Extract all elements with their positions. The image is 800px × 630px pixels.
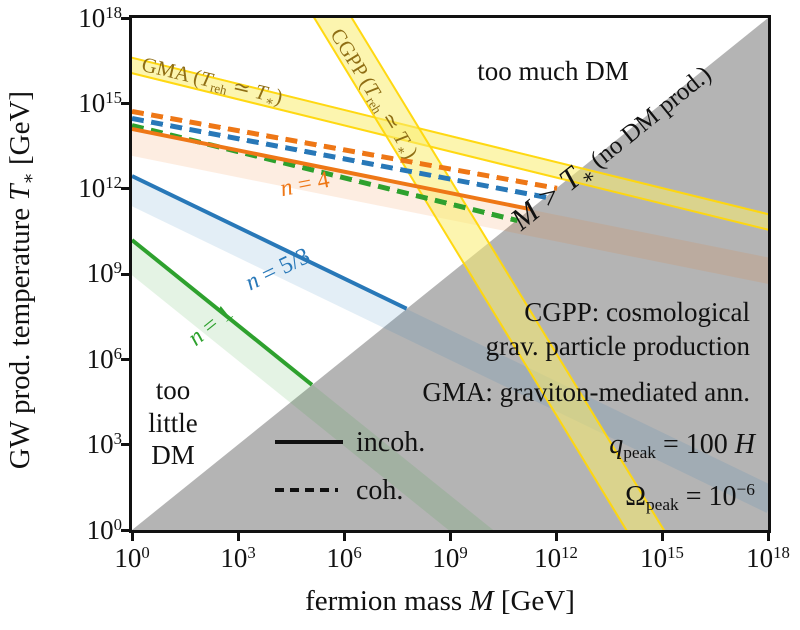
y-tick-label: 1018 xyxy=(78,2,122,33)
x-tick-label: 103 xyxy=(220,542,256,573)
plot-area: too much DM M > T∗ (no DM prod.) GMA (Tr… xyxy=(129,15,771,533)
qpeak-label: qpeak = 100 H xyxy=(609,429,755,462)
x-tick-mark xyxy=(554,533,558,541)
n53-line-label: n = 5/3 xyxy=(241,243,315,297)
x-tick-label: 1012 xyxy=(534,542,578,573)
y-title-unit: [GeV] xyxy=(4,90,36,173)
y-tick-mark xyxy=(121,357,129,361)
y-tick-mark xyxy=(121,187,129,191)
legend-coh-label: coh. xyxy=(356,475,404,506)
x-tick-mark xyxy=(342,533,346,541)
x-tick-label: 1015 xyxy=(640,542,684,573)
y-tick-mark xyxy=(121,443,129,447)
y-tick-mark xyxy=(121,16,129,20)
y-tick-mark xyxy=(121,272,129,276)
legend-dashed-sample xyxy=(275,488,338,492)
x-title-unit: [GeV] xyxy=(493,585,575,617)
x-tick-mark xyxy=(236,533,240,541)
plot-text-layer: too much DM M > T∗ (no DM prod.) GMA (Tr… xyxy=(132,18,768,530)
legend-incoh-label: incoh. xyxy=(356,427,426,458)
cgpp-explanation: CGPP: cosmological grav. particle produc… xyxy=(485,297,750,361)
too-little-dm-label: too little DM xyxy=(148,375,198,470)
y-axis-title: GW prod. temperature T∗ [GeV] xyxy=(3,0,39,560)
y-title-text: GW prod. temperature xyxy=(4,200,36,470)
x-title-var: M xyxy=(469,585,494,617)
cgpp-band-label: CGPP (Treh ≃ T∗) xyxy=(325,24,424,163)
x-tick-mark xyxy=(660,533,664,541)
x-title-text: fermion mass xyxy=(305,585,470,617)
omega-peak-label: Ωpeak = 10−6 xyxy=(625,480,755,514)
x-tick-label: 1018 xyxy=(746,542,790,573)
n1-line-label: n = 1 xyxy=(183,299,239,352)
y-tick-mark xyxy=(121,101,129,105)
y-tick-label: 106 xyxy=(86,343,122,374)
x-tick-mark xyxy=(766,533,770,541)
n4-line-label: n = 4 xyxy=(278,166,332,203)
y-tick-label: 100 xyxy=(86,514,122,545)
y-tick-mark xyxy=(121,528,129,532)
gma-band-label: GMA (Treh ≃ T∗) xyxy=(139,52,286,109)
x-tick-label: 109 xyxy=(432,542,468,573)
x-tick-mark xyxy=(448,533,452,541)
y-tick-label: 1015 xyxy=(78,87,122,118)
y-tick-label: 109 xyxy=(86,257,122,288)
x-tick-label: 106 xyxy=(326,542,362,573)
y-title-var: T xyxy=(4,184,36,201)
legend-solid-sample xyxy=(275,440,343,444)
x-tick-label: 100 xyxy=(114,542,150,573)
y-title-sub: ∗ xyxy=(18,172,39,185)
x-axis-title: fermion mass M [GeV] xyxy=(190,585,690,618)
y-tick-label: 103 xyxy=(86,428,122,459)
too-much-dm-label: too much DM xyxy=(477,56,629,86)
gma-explanation: GMA: graviton-mediated ann. xyxy=(422,377,750,407)
x-tick-mark xyxy=(130,533,134,541)
y-tick-label: 1012 xyxy=(78,172,122,203)
